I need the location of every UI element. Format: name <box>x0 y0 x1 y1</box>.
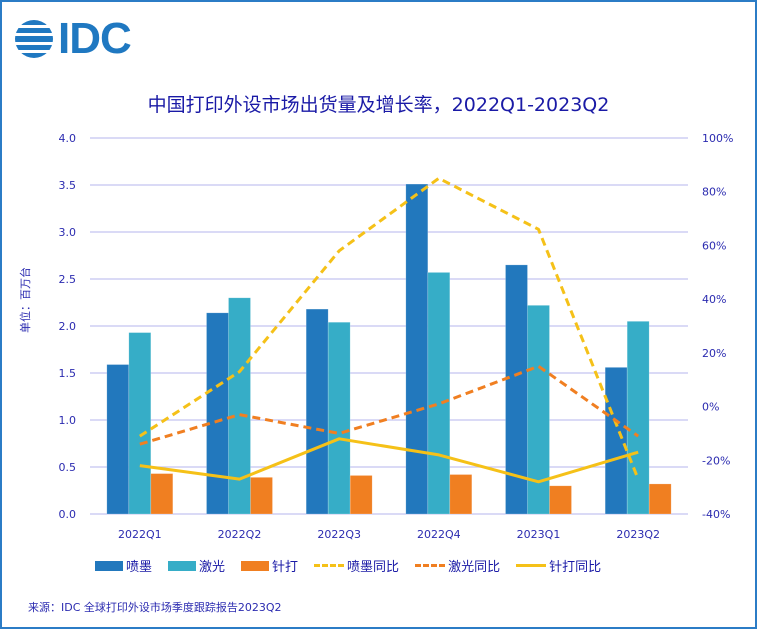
legend-item-inkjet-yoy: 喷墨同比 <box>314 556 399 575</box>
chart-title: 中国打印外设市场出货量及增长率，2022Q1-2023Q2 <box>147 94 610 116</box>
bars <box>106 183 672 515</box>
y-tick-label: 3.0 <box>59 226 77 239</box>
idc-logo: IDC <box>14 14 132 63</box>
y2-tick-label: -40% <box>702 508 730 521</box>
y-tick-label: 1.0 <box>59 414 77 427</box>
legend-label: 激光同比 <box>448 560 501 575</box>
bar-dotmatrix <box>549 485 572 515</box>
legend-swatch-dotmatrix <box>241 560 270 571</box>
legend-label: 针打 <box>272 560 299 575</box>
y2-tick-label: -20% <box>702 454 730 467</box>
bar-dotmatrix <box>250 477 273 515</box>
legend-item-inkjet: 喷墨 <box>95 556 152 575</box>
lines <box>139 176 640 484</box>
bar-dotmatrix <box>349 475 373 515</box>
y-tick-label: 0.5 <box>59 461 77 474</box>
bar-laser <box>128 332 152 515</box>
x-tick-label: 2022Q1 <box>118 528 162 541</box>
x-tick-label: 2023Q1 <box>517 528 561 541</box>
y2-tick-label: 100% <box>702 132 733 145</box>
y2-tick-label: 20% <box>702 347 726 360</box>
line-series-inkjet-yoy <box>139 176 640 480</box>
bar-laser <box>626 320 650 515</box>
y2-axis-ticks: -40% -20% 0% 20% 40% 60% 80% 100% <box>702 132 733 521</box>
y-tick-label: 0.0 <box>59 508 77 521</box>
x-tick-label: 2022Q2 <box>218 528 262 541</box>
y2-tick-label: 60% <box>702 239 726 252</box>
legend-swatch-laser-yoy <box>415 564 446 567</box>
x-tick-label: 2022Q4 <box>417 528 461 541</box>
y-tick-label: 3.5 <box>59 179 77 192</box>
y-tick-label: 2.5 <box>59 273 77 286</box>
bar-laser <box>427 272 451 515</box>
bar-inkjet <box>206 312 229 515</box>
y-tick-label: 2.0 <box>59 320 77 333</box>
logo-text: IDC <box>58 14 132 63</box>
bar-inkjet <box>405 183 429 515</box>
y-axis-ticks: 0.0 0.5 1.0 1.5 2.0 2.5 3.0 3.5 4.0 <box>59 132 77 521</box>
legend-label: 激光 <box>199 560 226 575</box>
bar-inkjet <box>604 367 628 515</box>
line-series-dotmatrix-yoy <box>139 437 639 484</box>
source-note: 来源：IDC 全球打印外设市场季度跟踪报告2023Q2 <box>28 601 282 614</box>
legend-item-laser-yoy: 激光同比 <box>415 556 500 575</box>
y2-tick-label: 0% <box>702 401 719 414</box>
legend-label: 喷墨同比 <box>347 560 400 575</box>
legend-swatch-laser <box>168 560 197 571</box>
idc-globe-icon <box>15 20 53 58</box>
bar-laser <box>228 297 251 515</box>
bar-laser <box>327 321 351 515</box>
x-axis-ticks: 2022Q1 2022Q2 2022Q3 2022Q4 2023Q1 2023Q2 <box>118 528 660 541</box>
bar-dotmatrix <box>648 483 672 515</box>
x-tick-label: 2022Q3 <box>317 528 361 541</box>
y2-tick-label: 80% <box>702 186 726 199</box>
y-tick-label: 4.0 <box>59 132 77 145</box>
legend-item-dotmatrix: 针打 <box>241 556 298 575</box>
legend-swatch-dotmatrix-yoy <box>516 564 547 567</box>
legend-label: 针打同比 <box>549 560 602 575</box>
legend-item-dotmatrix-yoy: 针打同比 <box>516 556 601 575</box>
legend-swatch-inkjet-yoy <box>314 564 345 567</box>
line-series-laser-yoy <box>139 364 640 446</box>
legend-label: 喷墨 <box>126 560 153 575</box>
x-tick-label: 2023Q2 <box>616 528 660 541</box>
bar-dotmatrix <box>449 474 473 515</box>
y-tick-label: 1.5 <box>59 367 77 380</box>
bar-inkjet <box>305 308 329 515</box>
gridlines <box>90 137 688 515</box>
y2-tick-label: 40% <box>702 293 726 306</box>
legend-item-laser: 激光 <box>168 556 225 575</box>
legend-swatch-inkjet <box>95 560 123 571</box>
bar-inkjet <box>106 364 130 515</box>
bar-dotmatrix <box>150 473 174 515</box>
legend: 喷墨 激光 针打 喷墨同比 激光同比 针打同比 <box>95 556 617 575</box>
bar-laser <box>527 305 550 515</box>
